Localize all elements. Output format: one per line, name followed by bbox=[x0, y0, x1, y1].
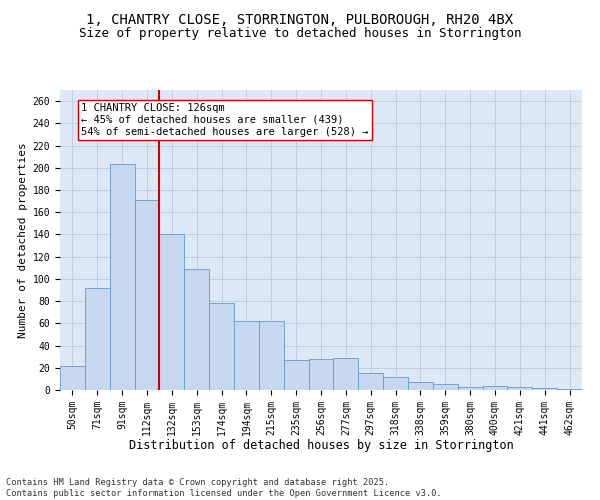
Bar bbox=[284, 360, 308, 390]
Bar bbox=[358, 374, 383, 390]
Bar bbox=[408, 382, 433, 390]
Bar bbox=[85, 288, 110, 390]
Bar bbox=[184, 269, 209, 390]
Bar bbox=[458, 386, 482, 390]
Text: 1, CHANTRY CLOSE, STORRINGTON, PULBOROUGH, RH20 4BX: 1, CHANTRY CLOSE, STORRINGTON, PULBOROUG… bbox=[86, 12, 514, 26]
Text: 1 CHANTRY CLOSE: 126sqm
← 45% of detached houses are smaller (439)
54% of semi-d: 1 CHANTRY CLOSE: 126sqm ← 45% of detache… bbox=[81, 104, 368, 136]
Bar bbox=[134, 200, 160, 390]
Bar bbox=[234, 321, 259, 390]
Bar bbox=[308, 359, 334, 390]
Bar bbox=[209, 304, 234, 390]
Bar bbox=[383, 376, 408, 390]
Bar bbox=[557, 389, 582, 390]
Bar bbox=[433, 384, 458, 390]
Bar bbox=[259, 321, 284, 390]
Text: Contains HM Land Registry data © Crown copyright and database right 2025.
Contai: Contains HM Land Registry data © Crown c… bbox=[6, 478, 442, 498]
X-axis label: Distribution of detached houses by size in Storrington: Distribution of detached houses by size … bbox=[128, 439, 514, 452]
Y-axis label: Number of detached properties: Number of detached properties bbox=[19, 142, 28, 338]
Bar bbox=[110, 164, 134, 390]
Bar bbox=[60, 366, 85, 390]
Bar bbox=[160, 234, 184, 390]
Text: Size of property relative to detached houses in Storrington: Size of property relative to detached ho… bbox=[79, 28, 521, 40]
Bar bbox=[334, 358, 358, 390]
Bar bbox=[508, 386, 532, 390]
Bar bbox=[482, 386, 508, 390]
Bar bbox=[532, 388, 557, 390]
